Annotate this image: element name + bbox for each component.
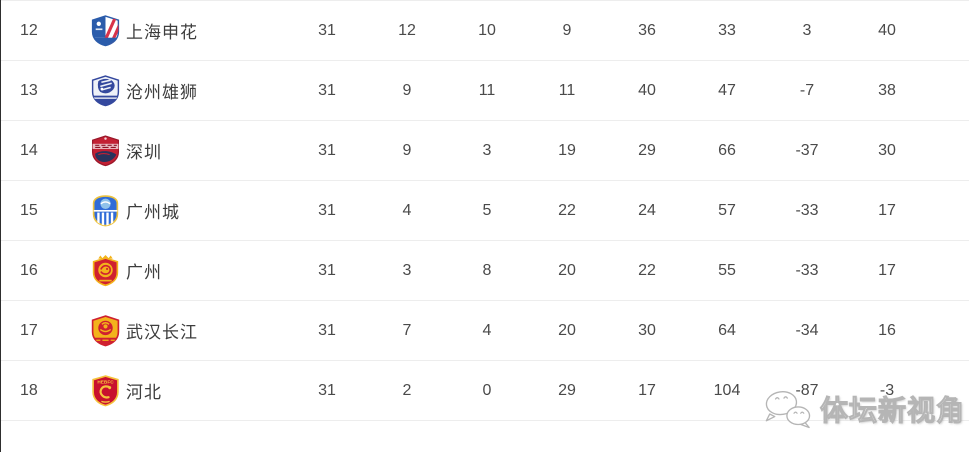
stat-cell: 9 bbox=[562, 21, 572, 39]
stat-cell: 3 bbox=[402, 261, 412, 279]
svg-text:HEBFC: HEBFC bbox=[97, 379, 114, 385]
stat-cell: 64 bbox=[718, 321, 736, 339]
rank-cell: 17 bbox=[20, 321, 38, 339]
team-name: 广州 bbox=[126, 263, 162, 282]
stat-cell: 30 bbox=[878, 141, 896, 159]
stat-cell: 31 bbox=[318, 81, 336, 99]
stat-cell: 38 bbox=[878, 81, 896, 99]
rank-cell: 16 bbox=[20, 261, 38, 279]
team-name: 武汉长江 bbox=[126, 323, 198, 342]
rank-cell: 13 bbox=[20, 81, 38, 99]
shenzhen-badge bbox=[88, 134, 122, 168]
stat-cell: 30 bbox=[638, 321, 656, 339]
stat-cell: -33 bbox=[795, 201, 819, 219]
stat-cell: 24 bbox=[638, 201, 656, 219]
stat-cell: 31 bbox=[318, 381, 336, 399]
stat-cell: 7 bbox=[402, 321, 412, 339]
rank-cell: 14 bbox=[20, 141, 38, 159]
stat-cell: 22 bbox=[638, 261, 656, 279]
stat-cell: 33 bbox=[718, 21, 736, 39]
stat-cell: 2 bbox=[402, 381, 412, 399]
stat-cell: -7 bbox=[799, 81, 815, 99]
stat-cell: 0 bbox=[482, 381, 492, 399]
team-name: 河北 bbox=[126, 383, 162, 402]
rank-cell: 18 bbox=[20, 381, 38, 399]
stat-cell: 20 bbox=[558, 321, 576, 339]
table-top-divider bbox=[0, 0, 969, 1]
stat-cell: 16 bbox=[878, 321, 896, 339]
stat-cell: 31 bbox=[318, 201, 336, 219]
stat-cell: 31 bbox=[318, 321, 336, 339]
stat-cell: 40 bbox=[878, 21, 896, 39]
table-row[interactable]: 18 HEBFC 河北 31 2 0 29 17 104 -87 -3 bbox=[0, 361, 969, 421]
stat-cell: 12 bbox=[398, 21, 416, 39]
stat-cell: 29 bbox=[638, 141, 656, 159]
table-row[interactable]: 12 上海申花 31 12 10 9 36 33 3 40 bbox=[0, 1, 969, 61]
stat-cell: 9 bbox=[402, 81, 412, 99]
table-row[interactable]: 14 深圳 31 9 3 19 29 66 -37 30 bbox=[0, 121, 969, 181]
stat-cell: -34 bbox=[795, 321, 819, 339]
guangzhou-city-badge bbox=[88, 194, 122, 228]
team-name: 上海申花 bbox=[126, 23, 198, 42]
stat-cell: -37 bbox=[795, 141, 819, 159]
stat-cell: 55 bbox=[718, 261, 736, 279]
table-row[interactable]: 13 沧州雄狮 31 9 11 11 40 47 -7 38 bbox=[0, 61, 969, 121]
table-row[interactable]: 15 广州城 31 4 5 22 24 57 -33 17 bbox=[0, 181, 969, 241]
stat-cell: 5 bbox=[482, 201, 492, 219]
stat-cell: 9 bbox=[402, 141, 412, 159]
rank-cell: 12 bbox=[20, 21, 38, 39]
stat-cell: 4 bbox=[482, 321, 492, 339]
stat-cell: 40 bbox=[638, 81, 656, 99]
stat-cell: 31 bbox=[318, 141, 336, 159]
hebei-badge: HEBFC bbox=[88, 374, 122, 408]
stat-cell: 4 bbox=[402, 201, 412, 219]
team-name: 广州城 bbox=[126, 203, 180, 222]
stat-cell: 17 bbox=[638, 381, 656, 399]
stat-cell: 31 bbox=[318, 21, 336, 39]
stat-cell: 17 bbox=[878, 201, 896, 219]
cangzhou-mighty-lions-badge bbox=[88, 74, 122, 108]
stat-cell: 104 bbox=[713, 381, 741, 399]
stat-cell: 3 bbox=[482, 141, 492, 159]
table-row[interactable]: 17 武汉长江 31 7 4 20 30 64 -34 16 bbox=[0, 301, 969, 361]
stat-cell: 66 bbox=[718, 141, 736, 159]
wuhan-changjiang-badge bbox=[88, 314, 122, 348]
standings-table: 12 上海申花 31 12 10 9 36 33 3 40 13 bbox=[0, 1, 969, 421]
table-row[interactable]: 16 广州 31 3 8 20 22 55 -33 17 bbox=[0, 241, 969, 301]
stat-cell: 47 bbox=[718, 81, 736, 99]
stat-cell: 36 bbox=[638, 21, 656, 39]
team-name: 沧州雄狮 bbox=[126, 83, 198, 102]
rank-cell: 15 bbox=[20, 201, 38, 219]
stat-cell: 17 bbox=[878, 261, 896, 279]
stat-cell: -87 bbox=[795, 381, 819, 399]
stat-cell: 31 bbox=[318, 261, 336, 279]
shanghai-shenhua-badge bbox=[88, 14, 122, 48]
guangzhou-badge bbox=[88, 254, 122, 288]
stat-cell: 8 bbox=[482, 261, 492, 279]
stat-cell: -33 bbox=[795, 261, 819, 279]
stat-cell: 57 bbox=[718, 201, 736, 219]
stat-cell: 19 bbox=[558, 141, 576, 159]
team-name: 深圳 bbox=[126, 143, 162, 162]
stat-cell: 3 bbox=[802, 21, 812, 39]
stat-cell: 29 bbox=[558, 381, 576, 399]
stat-cell: 11 bbox=[478, 81, 496, 99]
stat-cell: 10 bbox=[478, 21, 496, 39]
stat-cell: 11 bbox=[558, 81, 576, 99]
left-edge-line bbox=[0, 0, 1, 452]
stat-cell: 20 bbox=[558, 261, 576, 279]
stat-cell: 22 bbox=[558, 201, 576, 219]
stat-cell: -3 bbox=[879, 381, 895, 399]
